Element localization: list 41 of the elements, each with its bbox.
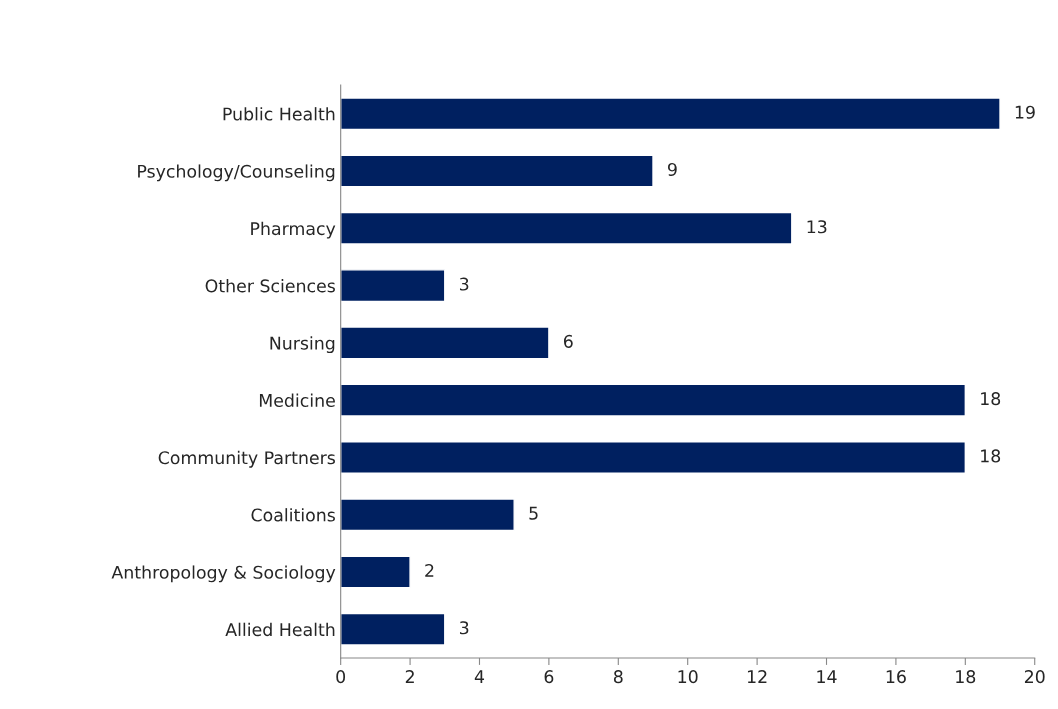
data-label: 18 [981,449,1001,463]
x-tick-label: 12 [747,670,767,683]
y-tick-label: Public Health [223,107,335,121]
data-label: 18 [981,392,1001,406]
data-label: 13 [807,220,827,234]
data-label: 5 [529,506,538,520]
y-tick-label: Allied Health [225,622,335,637]
x-tick-label: 8 [613,670,623,684]
data-label: 3 [460,277,469,291]
bar [340,440,967,474]
x-tick-label: 0 [336,670,346,684]
y-tick-label: Pharmacy [251,221,336,239]
x-tick-label: 10 [678,670,698,684]
bar [340,383,967,417]
bar [340,555,411,589]
data-label: 9 [667,162,677,177]
x-tick-label: 2 [405,670,414,683]
data-label: 2 [425,563,434,577]
bar [340,498,515,532]
data-label: 19 [1015,105,1035,119]
bar [340,211,793,245]
bar [340,97,1001,131]
y-tick-label: Community Partners [158,450,335,468]
x-tick-label: 20 [1024,670,1045,684]
y-tick-label: Anthropology & Sociology [111,565,336,583]
y-tick-label: Psychology/Counseling [138,164,335,182]
y-tick-label: Medicine [259,393,335,407]
y-tick-label: Coalitions [251,508,335,522]
y-tick-label: Other Sciences [205,278,335,293]
x-tick-label: 4 [474,670,485,683]
bar [340,612,446,646]
y-tick-label: Nursing [270,336,335,354]
x-tick-label: 14 [817,670,837,683]
x-tick-label: 6 [544,670,554,684]
x-tick-label: 18 [956,670,976,684]
bar [340,154,654,188]
bar [340,269,446,303]
data-label: 6 [563,334,573,348]
data-label: 3 [460,621,469,635]
x-tick-label: 16 [886,670,906,684]
bar [340,326,550,360]
